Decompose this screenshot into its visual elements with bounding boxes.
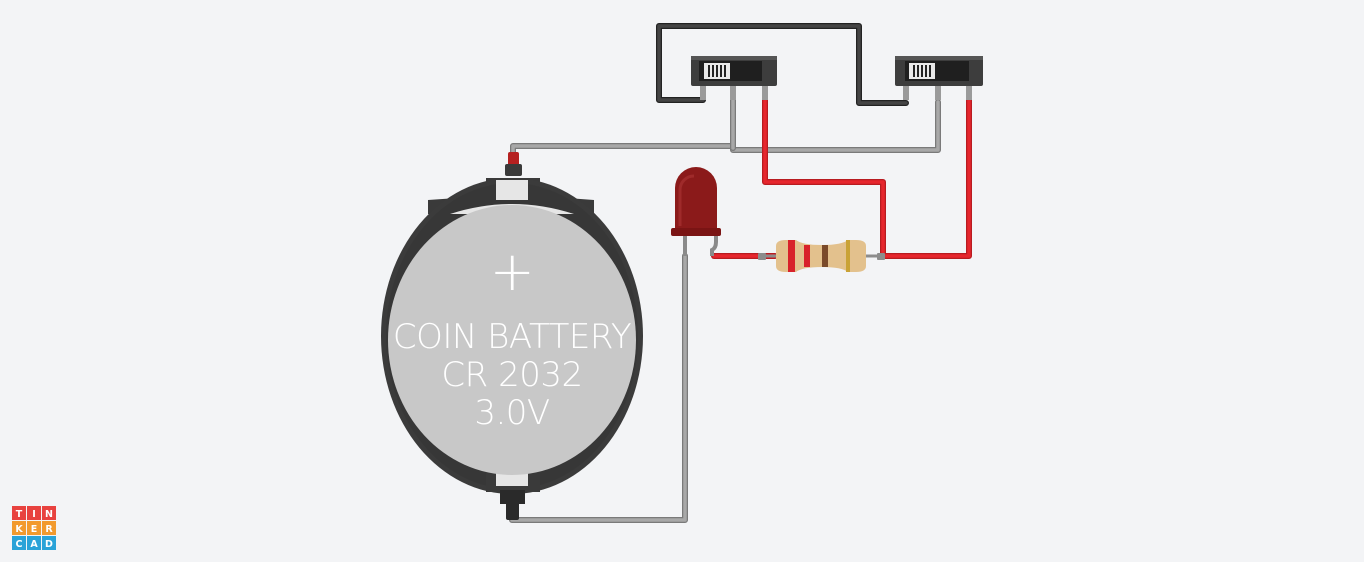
battery-label-line1: COIN BATTERY	[393, 317, 631, 357]
svg-text:N: N	[45, 509, 53, 520]
led-red[interactable]	[671, 167, 721, 256]
wire-gray-battery-negative[interactable]	[509, 253, 688, 523]
resistor-band-1	[788, 240, 795, 272]
battery-label-line3: 3.0V	[474, 393, 550, 433]
resistor-band-2	[804, 245, 810, 267]
resistor-band-3	[822, 245, 828, 267]
coin-battery[interactable]: + COIN BATTERY CR 2032 3.0V	[381, 152, 643, 520]
svg-text:R: R	[45, 524, 53, 535]
wire-black-switch-link[interactable]	[656, 23, 909, 106]
svg-text:D: D	[45, 539, 53, 550]
svg-text:K: K	[15, 524, 23, 535]
resistor-band-4	[846, 240, 850, 272]
svg-text:I: I	[32, 509, 36, 520]
resistor[interactable]	[758, 240, 885, 272]
svg-text:T: T	[16, 509, 23, 520]
wire-red-switch2[interactable]	[880, 97, 972, 259]
svg-text:A: A	[30, 539, 38, 550]
slide-switch-1[interactable]	[691, 56, 777, 100]
battery-plus-sign: +	[490, 240, 535, 303]
tinkercad-logo[interactable]: T I N K E R C A D	[12, 506, 56, 550]
wires	[509, 23, 972, 523]
slide-switch-2[interactable]	[895, 56, 983, 100]
wire-gray-battery-positive[interactable]	[510, 95, 941, 155]
battery-cell	[388, 205, 636, 475]
svg-text:C: C	[16, 539, 23, 550]
battery-label-line2: CR 2032	[441, 355, 582, 395]
svg-text:E: E	[31, 524, 38, 535]
wire-red-switch1[interactable]	[762, 97, 886, 259]
